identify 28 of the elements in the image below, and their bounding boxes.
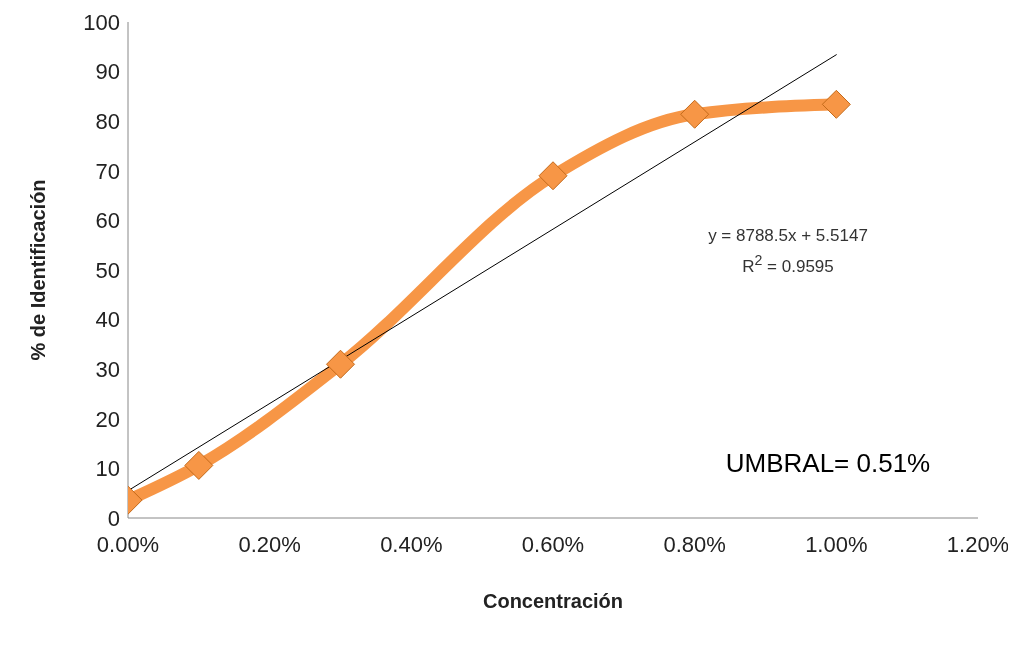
point — [538, 161, 568, 191]
x-tick-label: 0.40% — [380, 531, 443, 557]
y-tick-label: 90 — [95, 59, 120, 85]
y-tick-label: 40 — [95, 307, 120, 333]
x-tick-label: 1.00% — [805, 531, 868, 557]
x-tick-label: 0.60% — [521, 531, 585, 557]
point — [326, 349, 355, 379]
annotation: UMBRAL= 0.51% — [725, 448, 931, 479]
x-tick-label: 0.00% — [96, 531, 160, 557]
y-tick-label: 100 — [83, 9, 120, 35]
y-tick-label: 80 — [95, 109, 120, 135]
y-tick-label: 20 — [95, 406, 120, 432]
point — [184, 450, 214, 480]
y-tick-label: 60 — [95, 208, 120, 234]
point — [680, 99, 710, 129]
y-tick-label: 0 — [107, 505, 120, 531]
y-axis-title: % de Identificación — [27, 179, 50, 361]
y-tick-label: 30 — [95, 357, 120, 383]
y-tick-label: 10 — [95, 456, 120, 482]
y-tick-label: 50 — [95, 257, 120, 283]
annotation: y = 8788.5x + 5.5147 — [708, 226, 868, 246]
x-tick-label: 0.80% — [663, 531, 726, 557]
x-tick-label: 1.20% — [946, 531, 1010, 557]
point — [821, 89, 851, 119]
y-tick-label: 70 — [95, 158, 120, 184]
x-axis-title: Concentración — [482, 590, 624, 612]
x-tick-label: 0.20% — [238, 531, 301, 557]
annotation: R$^{2}$ = 0.9595 — [742, 252, 834, 277]
